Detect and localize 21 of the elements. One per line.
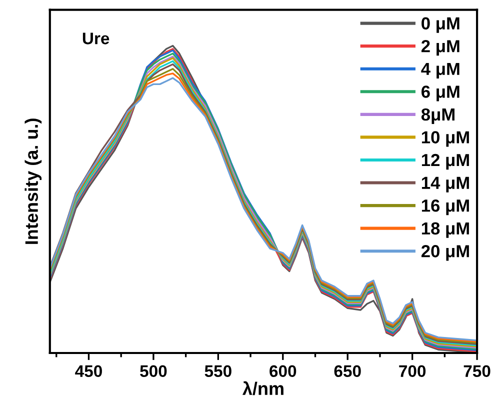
legend-label: 0 μM — [422, 17, 460, 33]
legend-label: 14 μM — [422, 176, 469, 192]
x-tick-label: 700 — [399, 365, 426, 378]
y-axis-title: Intensity (a. u.) — [24, 118, 42, 244]
x-tick-label: 750 — [464, 365, 490, 378]
legend-label: 12 μM — [422, 154, 469, 170]
legend-label: 6 μM — [422, 86, 460, 102]
x-axis-title: λ/nm — [242, 381, 284, 396]
legend-label: 16 μM — [422, 199, 469, 216]
x-tick-label: 600 — [270, 365, 296, 378]
text: Ure — [82, 32, 110, 44]
legend-label: 2 μM — [421, 40, 460, 56]
legend-label: 4 μM — [421, 62, 460, 78]
legend-label: 10 μM — [422, 131, 469, 147]
x-tick-label: 500 — [140, 365, 167, 378]
legend-label: 18 μM — [422, 222, 469, 238]
legend-label: 8μM — [421, 108, 454, 124]
x-tick-label: 550 — [204, 365, 232, 378]
legend-label: 20 μM — [421, 245, 469, 261]
x-tick-label: 450 — [75, 365, 102, 378]
x-tick-label: 650 — [334, 365, 361, 378]
